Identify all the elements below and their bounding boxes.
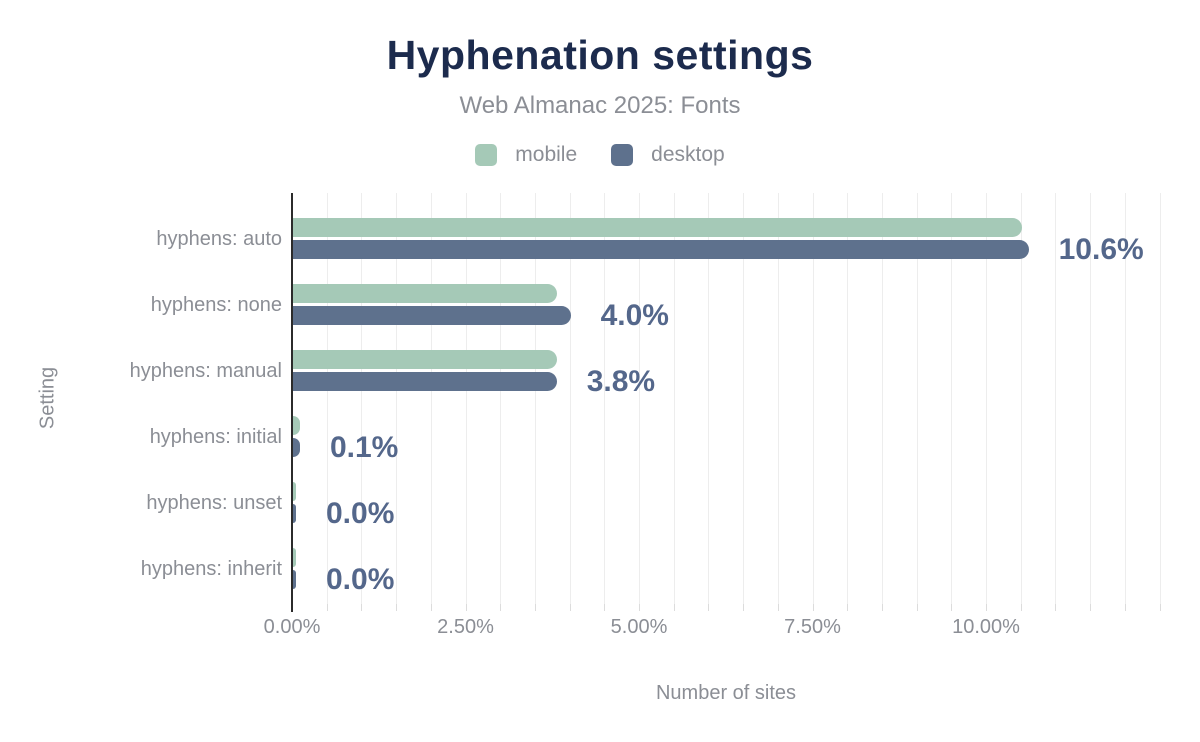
grid-line <box>812 193 814 604</box>
grid-line <box>361 193 363 604</box>
bar-desktop[interactable] <box>293 240 1029 259</box>
bar-mobile[interactable] <box>293 482 296 501</box>
grid-line <box>569 193 571 604</box>
grid-line <box>604 193 606 604</box>
grid-line <box>1020 193 1022 604</box>
x-tick <box>465 604 467 611</box>
value-label: 0.1% <box>329 430 399 464</box>
bar-desktop[interactable] <box>293 504 296 523</box>
x-tick <box>951 604 953 611</box>
value-label: 0.0% <box>326 562 395 596</box>
x-tick <box>569 604 571 611</box>
value-label: 4.0% <box>600 298 669 332</box>
category-label: hyphens: none <box>150 293 282 316</box>
value-label: 3.8% <box>586 364 656 398</box>
grid-line <box>1055 193 1057 604</box>
grid-line <box>430 193 432 604</box>
bar-mobile[interactable] <box>293 548 296 567</box>
bar-mobile[interactable] <box>293 284 557 303</box>
chart-title: Hyphenation settings <box>386 32 814 78</box>
grid-line <box>847 193 849 604</box>
grid-line <box>673 193 675 604</box>
x-tick <box>534 604 536 611</box>
grid-line <box>326 193 328 604</box>
x-tick-label: 7.50% <box>784 616 841 638</box>
x-tick <box>500 604 502 611</box>
bar-desktop[interactable] <box>293 372 557 391</box>
x-tick <box>1090 604 1092 611</box>
x-tick <box>847 604 849 611</box>
bar-mobile[interactable] <box>293 350 557 369</box>
grid-line <box>500 193 502 604</box>
x-tick <box>326 604 328 611</box>
grid-line <box>396 193 398 604</box>
category-label: hyphens: inherit <box>140 557 282 580</box>
x-tick <box>1020 604 1022 611</box>
grid-line <box>534 193 536 604</box>
x-tick <box>396 604 398 611</box>
mobile-series-swatch-icon <box>475 144 498 166</box>
bar-desktop[interactable] <box>293 438 300 457</box>
desktop-series-swatch-icon <box>611 144 634 166</box>
grid-line <box>465 193 467 604</box>
x-tick <box>673 604 675 611</box>
bar-desktop[interactable] <box>293 306 571 325</box>
grid-line <box>1090 193 1092 604</box>
x-tick-label: 0.00% <box>263 616 321 638</box>
legend-item-desktop[interactable]: desktop <box>611 143 725 167</box>
y-axis-line <box>291 193 293 612</box>
grid-line <box>639 193 640 604</box>
x-tick-label: 2.50% <box>437 616 494 638</box>
x-tick <box>777 604 779 611</box>
x-tick <box>1055 604 1057 611</box>
legend-label-desktop: desktop <box>651 143 725 166</box>
bar-mobile[interactable] <box>293 416 300 435</box>
legend-label-mobile: mobile <box>515 143 578 166</box>
category-label: hyphens: manual <box>129 359 282 382</box>
x-tick <box>986 604 987 611</box>
x-tick <box>812 604 814 611</box>
x-tick <box>916 604 918 611</box>
legend-item-mobile[interactable]: mobile <box>475 143 577 167</box>
x-tick <box>430 604 432 611</box>
x-tick <box>743 604 745 611</box>
value-label: 10.6% <box>1058 232 1144 266</box>
grid-line <box>1124 193 1126 604</box>
x-tick <box>604 604 606 611</box>
x-tick <box>361 604 363 611</box>
chart-subtitle: Web Almanac 2025: Fonts <box>459 92 741 119</box>
x-tick-label: 5.00% <box>610 616 668 638</box>
grid-line <box>881 193 883 604</box>
x-tick <box>639 604 640 611</box>
grid-line <box>708 193 710 604</box>
x-tick <box>881 604 883 611</box>
grid-line <box>916 193 918 604</box>
x-tick <box>1159 604 1161 611</box>
grid-line <box>951 193 953 604</box>
bar-desktop[interactable] <box>293 570 296 589</box>
x-tick <box>708 604 710 611</box>
grid-line <box>743 193 745 604</box>
bar-mobile[interactable] <box>293 218 1022 237</box>
x-tick <box>1124 604 1126 611</box>
grid-line <box>777 193 779 604</box>
grid-line <box>986 193 987 604</box>
x-tick-label: 10.00% <box>952 616 1020 638</box>
category-label: hyphens: unset <box>146 491 282 514</box>
grid-line <box>1159 193 1161 604</box>
x-axis-title: Number of sites <box>655 682 797 704</box>
category-label: hyphens: initial <box>149 425 282 448</box>
category-label: hyphens: auto <box>156 227 282 250</box>
legend: mobile desktop <box>0 143 1200 167</box>
value-label: 0.0% <box>326 496 395 530</box>
